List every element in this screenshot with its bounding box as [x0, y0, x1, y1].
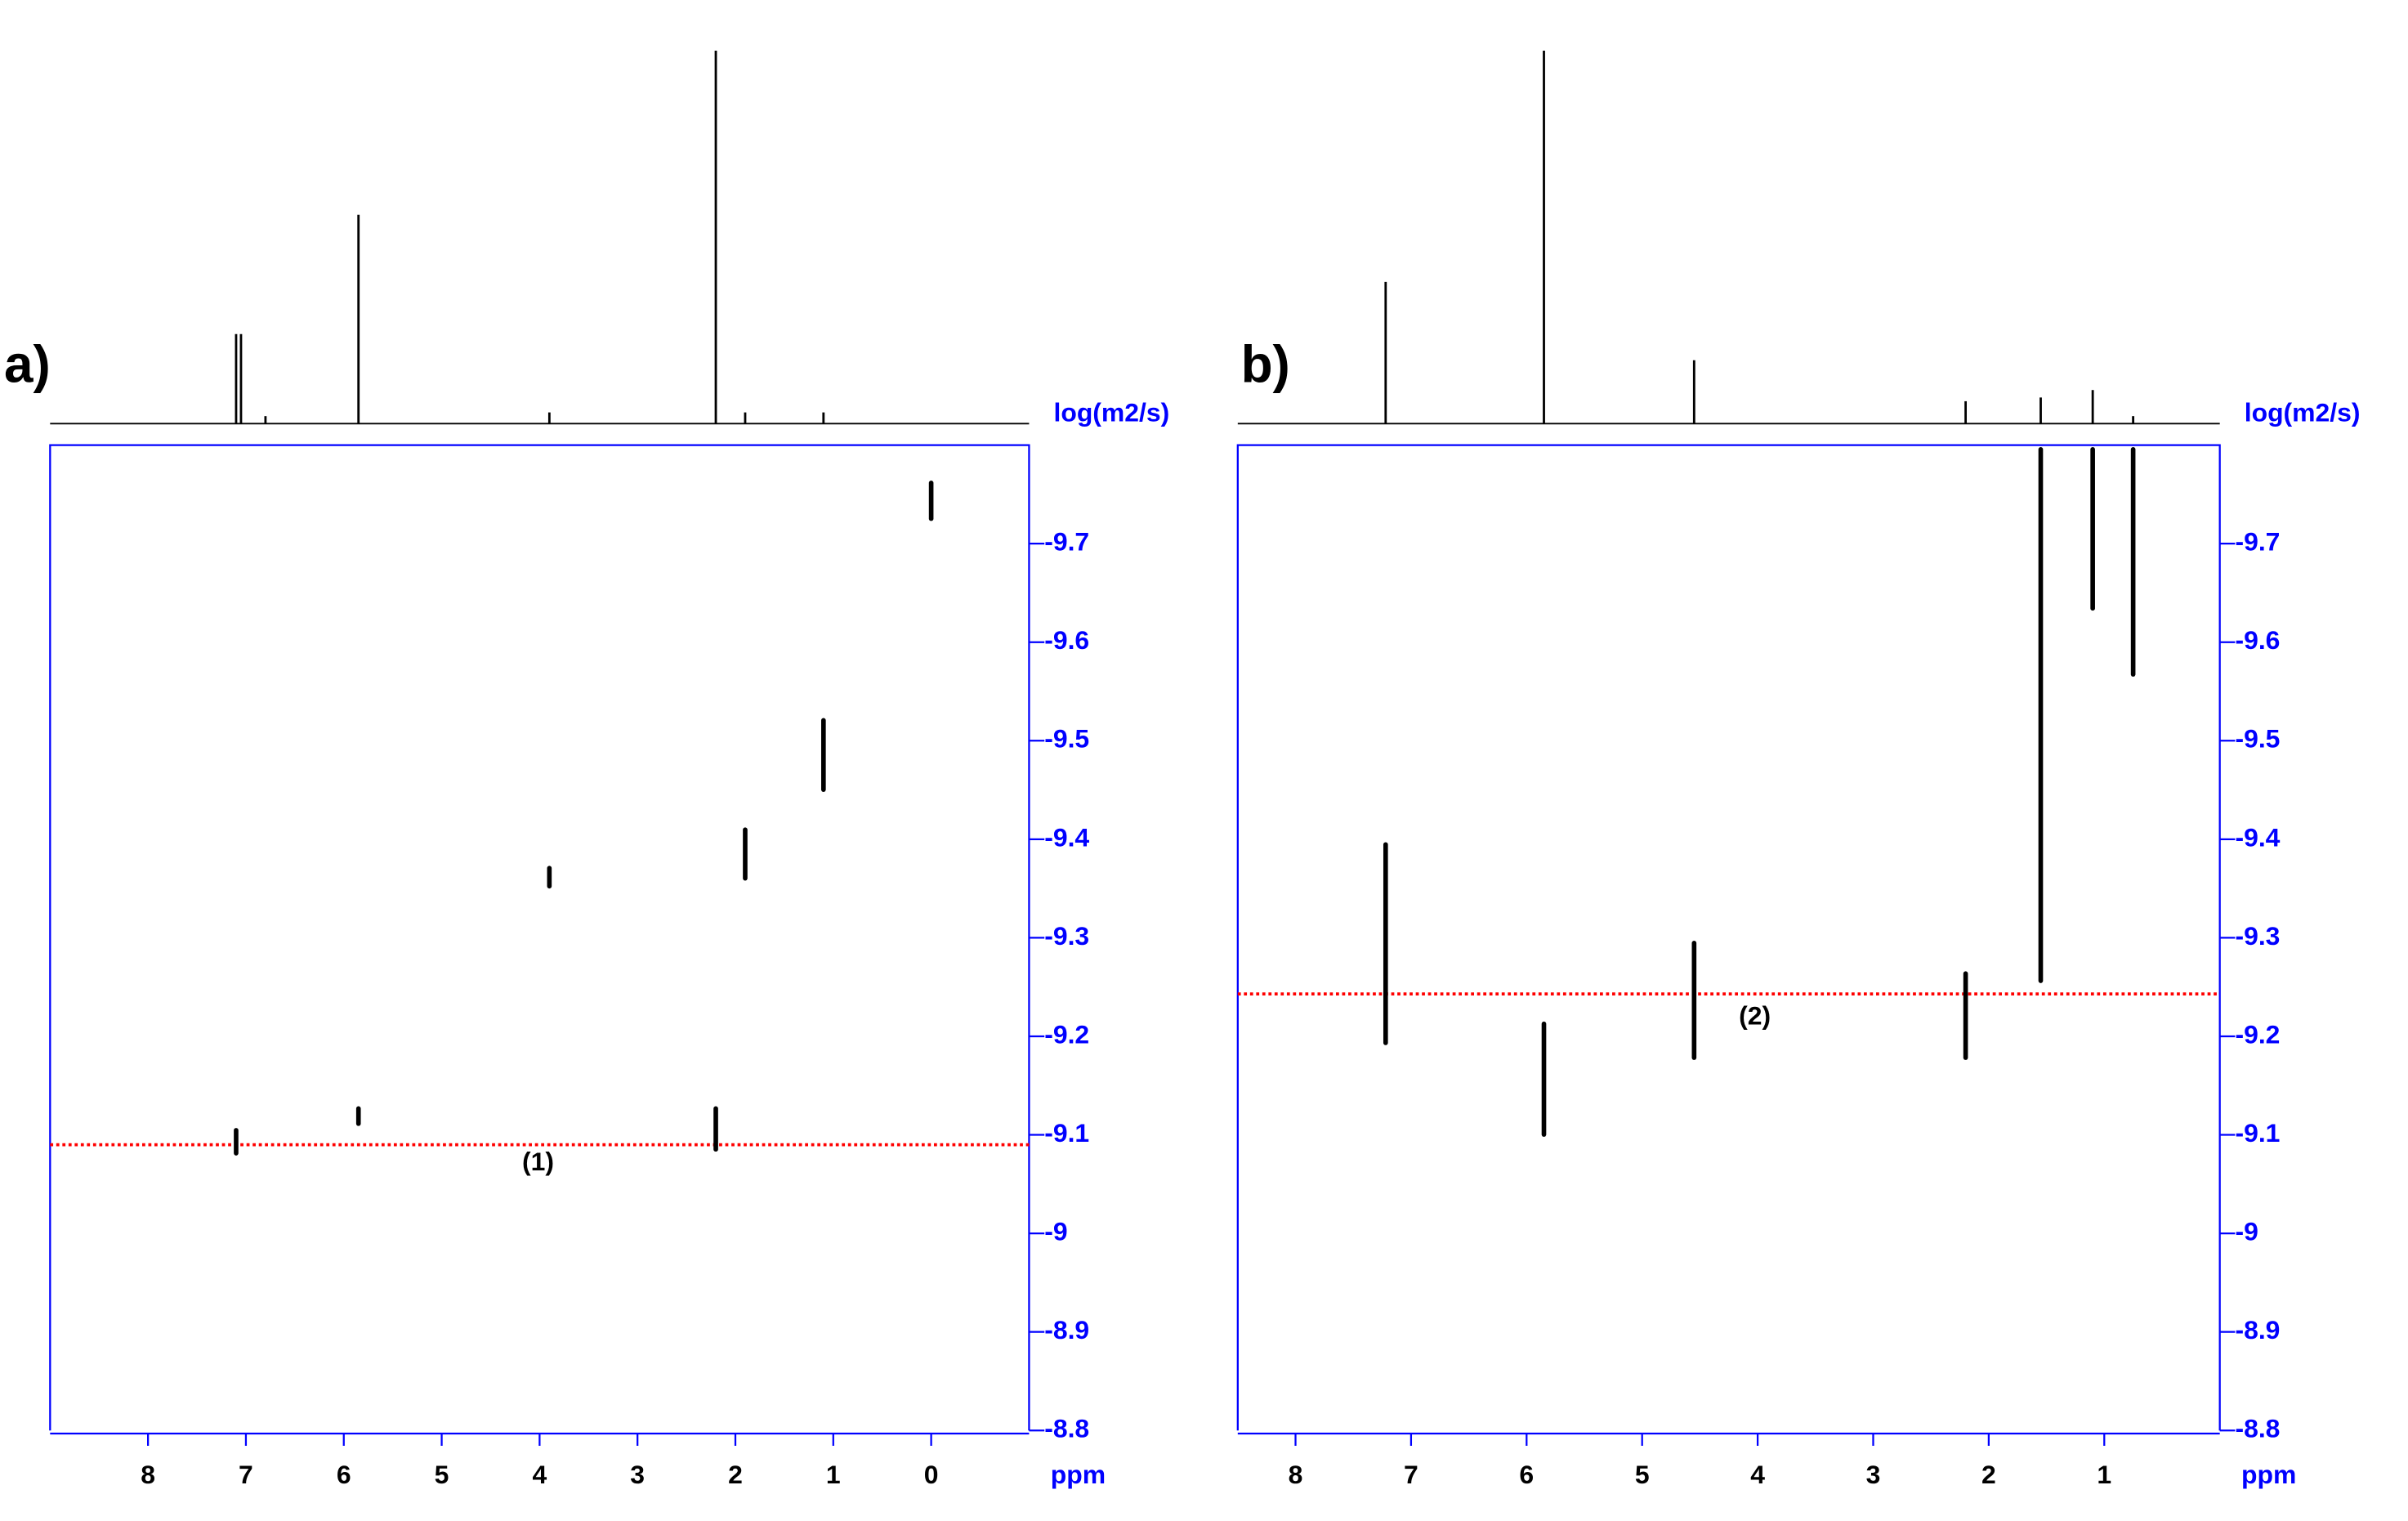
annotation: (1) — [522, 1147, 554, 1176]
y-tick-label: -9.6 — [1044, 625, 1089, 655]
panel-label: b) — [1241, 335, 1290, 394]
x-tick-label: 0 — [924, 1460, 939, 1489]
cross-peak — [234, 1128, 239, 1156]
x-tick-label: 4 — [1750, 1460, 1765, 1489]
x-tick-label: 2 — [728, 1460, 743, 1489]
y-tick-label: -9.1 — [2235, 1118, 2280, 1147]
annotation: (2) — [1739, 1000, 1771, 1030]
y-tick-label: -9.1 — [1044, 1118, 1089, 1147]
y-tick-label: -9.5 — [2235, 724, 2280, 754]
cross-peak — [1963, 971, 1968, 1060]
x-tick-label: 5 — [1635, 1460, 1650, 1489]
y-tick-label: -8.9 — [2235, 1315, 2280, 1344]
x-tick-label: 8 — [1289, 1460, 1303, 1489]
y-tick-label: -9.2 — [1044, 1019, 1089, 1049]
x-tick-label: 2 — [1981, 1460, 1996, 1489]
y-tick-label: -9.7 — [2235, 527, 2280, 557]
y-tick-label: -9 — [2235, 1217, 2258, 1246]
x-tick-label: 6 — [1519, 1460, 1534, 1489]
y-tick-label: -8.9 — [1044, 1315, 1089, 1344]
y-tick-label: -9.5 — [1044, 724, 1089, 754]
x-tick-label: 1 — [2097, 1460, 2111, 1489]
cross-peak — [1383, 842, 1388, 1045]
cross-peak — [928, 480, 934, 521]
x-tick-label: 3 — [1866, 1460, 1881, 1489]
panel-label: a) — [4, 335, 51, 394]
cross-peak — [547, 866, 552, 889]
cross-peak — [743, 827, 748, 881]
cross-peak — [1691, 941, 1697, 1060]
x-tick-label: 6 — [337, 1460, 351, 1489]
y-tick-label: -9.6 — [2235, 625, 2280, 655]
y-tick-label: -9.2 — [2235, 1019, 2280, 1049]
cross-peak — [821, 718, 826, 792]
y-axis-label: log(m2/s) — [1053, 397, 1169, 427]
y-tick-label: -9.3 — [2235, 921, 2280, 951]
y-tick-label: -9.3 — [1044, 921, 1089, 951]
x-tick-label: 4 — [532, 1460, 547, 1489]
x-axis-label: ppm — [1051, 1460, 1106, 1489]
y-axis-label: log(m2/s) — [2245, 397, 2361, 427]
x-tick-label: 1 — [826, 1460, 841, 1489]
cross-peak — [355, 1106, 361, 1126]
x-tick-label: 3 — [630, 1460, 645, 1489]
x-tick-label: 7 — [239, 1460, 253, 1489]
y-tick-label: -9 — [1044, 1217, 1067, 1246]
y-tick-label: -9.7 — [1044, 527, 1089, 557]
y-tick-label: -8.8 — [2235, 1414, 2280, 1443]
x-tick-label: 8 — [141, 1460, 155, 1489]
x-tick-label: 5 — [435, 1460, 449, 1489]
cross-peak — [2130, 447, 2136, 677]
y-tick-label: -8.8 — [1044, 1414, 1089, 1443]
plot-frame — [49, 444, 1030, 1431]
cross-peak — [2038, 447, 2044, 983]
y-tick-label: -9.4 — [2235, 822, 2280, 852]
cross-peak — [2090, 447, 2095, 611]
cross-peak — [713, 1106, 718, 1152]
cross-peak — [1541, 1021, 1547, 1137]
x-axis-label: ppm — [2241, 1460, 2296, 1489]
x-tick-label: 7 — [1404, 1460, 1418, 1489]
y-tick-label: -9.4 — [1044, 822, 1089, 852]
